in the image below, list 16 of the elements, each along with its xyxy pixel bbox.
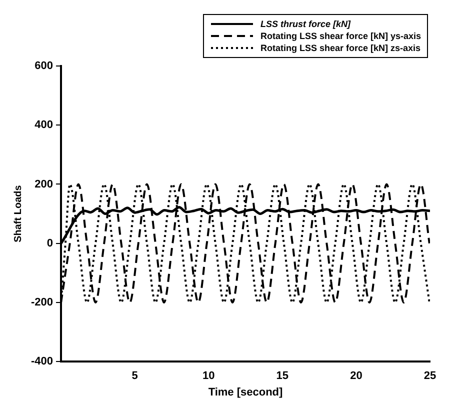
y-tick-label: 200 xyxy=(34,178,54,190)
x-tick-label: 5 xyxy=(132,370,138,382)
y-tick-label: 0 xyxy=(46,237,54,250)
y-axis-title: Shaft Loads xyxy=(12,184,24,242)
x-tick-label: 10 xyxy=(202,370,215,382)
legend-label: LSS thrust force [kN] xyxy=(260,18,350,30)
x-tick-label: 20 xyxy=(350,370,362,382)
legend-label: Rotating LSS shear force [kN] zs-axis xyxy=(260,42,420,54)
x-tick-label: 25 xyxy=(424,370,436,382)
y-tick-label: -400 xyxy=(30,356,54,368)
y-tick-label: 400 xyxy=(34,119,54,132)
x-axis-title: Time [second] xyxy=(208,386,284,398)
x-tick-label: 15 xyxy=(276,370,289,382)
legend-label: Rotating LSS shear force [kN] ys-axis xyxy=(260,30,421,42)
y-tick-label: -200 xyxy=(30,296,54,309)
y-tick-label: 600 xyxy=(34,60,54,72)
